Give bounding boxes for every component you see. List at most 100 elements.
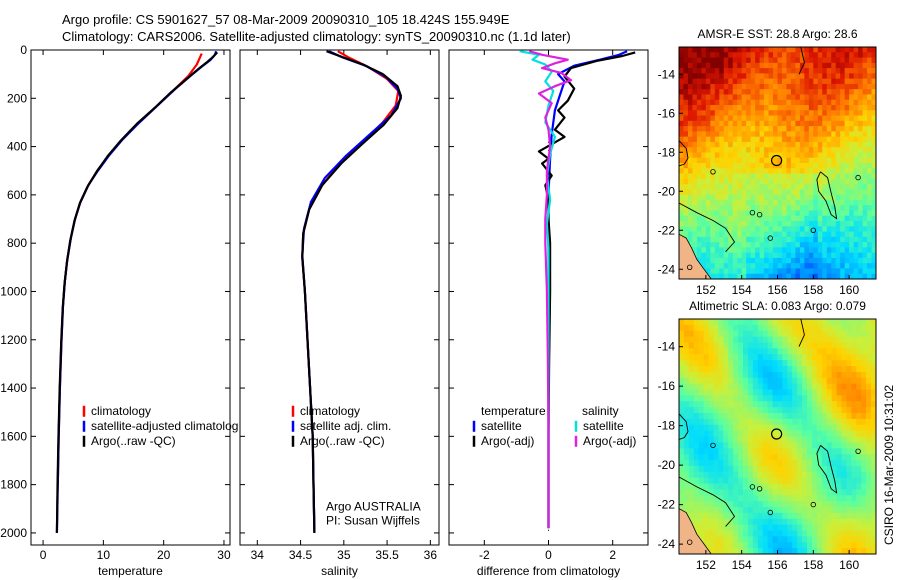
- sst_map-cell: [732, 210, 738, 217]
- sla_map-cell: [688, 366, 695, 373]
- sst_map-cell: [696, 110, 702, 117]
- temperature-xtick-label: 10: [97, 548, 111, 562]
- sst_map-cell: [696, 226, 702, 233]
- sla_map-cell: [836, 348, 843, 355]
- sst_map-cell: [755, 120, 761, 127]
- sla_map-cell: [836, 330, 843, 338]
- sla_map-cell: [811, 336, 818, 344]
- sla_map-cell: [851, 418, 857, 426]
- sla_map-cell: [856, 336, 862, 344]
- sst_map-cell: [813, 173, 819, 180]
- sst_map-cell: [804, 189, 810, 196]
- sla_map-cell: [851, 436, 857, 443]
- sst_map-cell: [696, 52, 702, 59]
- sla_map-cell: [752, 389, 759, 396]
- sla_map-cell: [738, 377, 744, 385]
- sst_map-cell: [705, 47, 711, 53]
- sla_map-cell: [693, 436, 700, 443]
- sla_map-cell: [821, 354, 828, 361]
- sst_map-cell: [831, 252, 837, 259]
- sla_map-cell: [861, 354, 867, 361]
- sla_map-cell: [733, 377, 739, 385]
- sla_map-cell: [767, 348, 774, 355]
- sla_map-cell: [733, 477, 739, 485]
- sst_map-cell: [844, 94, 850, 101]
- difference-legend-heading: temperature: [481, 404, 546, 418]
- sst_map-cell: [764, 252, 770, 259]
- sst_map-cell: [737, 99, 743, 106]
- temperature-frame: [30, 49, 231, 546]
- sla_map-cell: [762, 324, 769, 332]
- sla_map-cell: [841, 324, 848, 332]
- sst_map-cell: [741, 115, 747, 122]
- sst_map-cell: [714, 247, 720, 254]
- sla_map-cell: [787, 483, 793, 490]
- sla_map-cell: [698, 536, 705, 543]
- sla_map-cell: [861, 465, 867, 473]
- sst_map-cell: [862, 215, 868, 222]
- sst_map-cell: [750, 57, 756, 64]
- sla_map-cell: [802, 342, 808, 349]
- sla_map-cell: [757, 507, 764, 514]
- sla_map-cell: [851, 507, 857, 514]
- sla_map-cell: [718, 336, 724, 344]
- sla_map-cell: [757, 424, 764, 432]
- sla_map-cell: [792, 377, 798, 385]
- sla_map-cell: [846, 460, 852, 467]
- sst_map-cell: [862, 226, 868, 233]
- sst_map-cell: [853, 247, 859, 254]
- sla_map-cell: [693, 371, 700, 379]
- sla_map-cell: [826, 471, 833, 479]
- sst_map-cell: [696, 105, 702, 111]
- sst_map-cell: [862, 110, 868, 117]
- sla_map-cell: [811, 430, 818, 438]
- sst_map-cell: [687, 89, 694, 96]
- sla_map-cell: [851, 324, 857, 332]
- sla_map-cell: [723, 448, 729, 455]
- sla_map-cell: [846, 395, 852, 402]
- sla_map-cell: [743, 489, 749, 496]
- sst_map-cell: [692, 136, 698, 143]
- sst_map-cell: [831, 78, 837, 85]
- sst_map-cell: [799, 168, 805, 175]
- sla_map-cell: [846, 512, 852, 520]
- sst_map-cell: [808, 257, 814, 264]
- sla_map-cell: [738, 371, 744, 379]
- sla_map-cell: [797, 530, 803, 537]
- sla_map-cell: [777, 542, 784, 549]
- sst_map-cell: [786, 94, 792, 101]
- sst_map-cell: [808, 268, 814, 275]
- sla_map-cell: [792, 524, 798, 532]
- sst_map-cell: [786, 73, 792, 80]
- sst_map-cell: [808, 47, 814, 53]
- sst_map-cell: [835, 231, 841, 238]
- sst_map-cell: [719, 110, 725, 117]
- sst_map-cell: [719, 83, 725, 90]
- sst_map-cell: [862, 136, 868, 143]
- sst_map-cell: [701, 205, 707, 212]
- sla_map-cell: [747, 383, 754, 391]
- sla_map-cell: [831, 542, 838, 549]
- sst_map-cell: [710, 215, 716, 222]
- sst_map-cell: [849, 184, 855, 190]
- sst_map-cell: [817, 236, 823, 243]
- sst_map-cell: [804, 89, 810, 96]
- sla_map-cell: [871, 477, 876, 485]
- sst_map-cell: [858, 47, 864, 53]
- sst_map-cell: [853, 105, 859, 111]
- depth-tick-label: 1200: [0, 333, 27, 347]
- sst_map-cell: [764, 210, 770, 217]
- sla_map-cell: [851, 495, 857, 502]
- sla_map-xtick-label: 158: [803, 558, 823, 572]
- sla_map-cell: [811, 518, 818, 526]
- sst_map-cell: [692, 168, 698, 175]
- sst_map-cell: [849, 94, 855, 101]
- sst_map-cell: [737, 163, 743, 169]
- sla_map-cell: [836, 465, 843, 473]
- sst_map-cell: [741, 205, 747, 212]
- sla_map-cell: [807, 536, 813, 543]
- sst_map-cell: [867, 152, 873, 159]
- sst_map-cell: [844, 126, 850, 132]
- sla_map-cell: [772, 483, 779, 490]
- sla_map-cell: [718, 448, 724, 455]
